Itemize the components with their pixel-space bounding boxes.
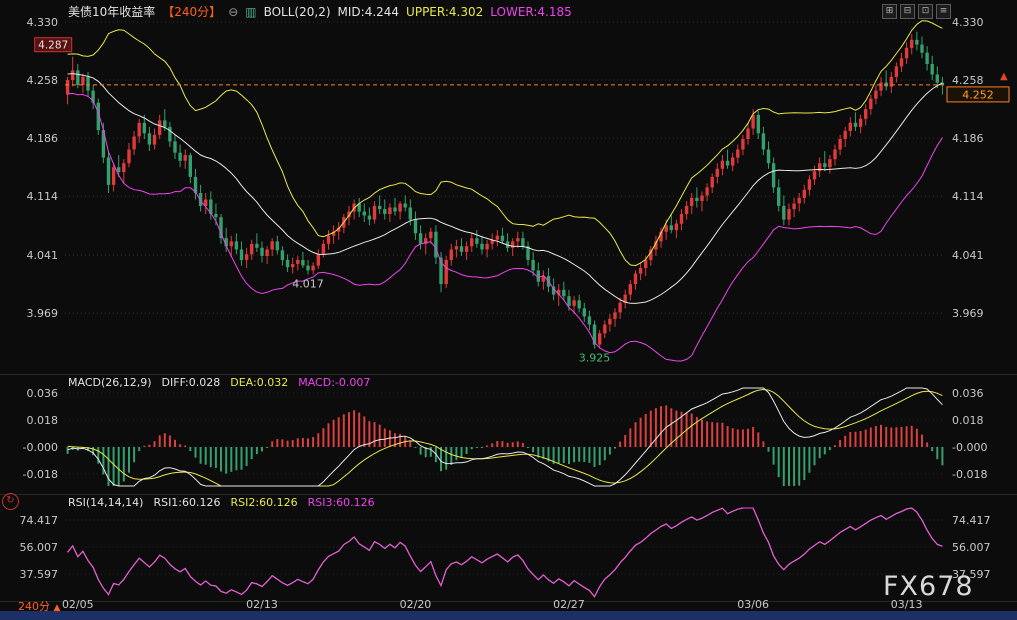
x-axis-label: 02/13 [246,598,278,611]
rsi-params-label: RSI(14,14,14) [68,496,144,509]
x-axis-label: 02/05 [62,598,94,611]
boll-bands [67,20,943,362]
y-axis-label: 0.036 [952,387,984,400]
boll-upper-value: UPPER:4.302 [406,4,484,19]
annotation-plain: 4.017 [292,278,324,291]
macd-lines [67,387,943,487]
y-axis-label: -0.018 [952,468,987,481]
macd-hist-value: MACD:-0.007 [298,376,371,389]
x-axis-label: 02/27 [553,598,585,611]
timeframe-arrow-icon: ▲ [53,603,61,613]
y-axis-label: 56.007 [20,541,59,554]
y-axis-label: 37.597 [952,568,991,581]
y-axis-label: 4.041 [27,249,59,262]
boll-mid-line [67,73,943,304]
fx678-watermark: FX678 [883,571,974,602]
bottom-scrollbar[interactable] [0,611,1017,620]
minus-circle-icon[interactable]: ⊖ [228,4,239,19]
boll-indicator-label: BOLL(20,2) [263,4,331,19]
x-axis-label: 03/06 [737,598,769,611]
boll-mid-value: MID:4.244 [337,4,400,19]
timeframe-indicator[interactable]: 240分 ▲ [18,598,60,614]
y-axis-label: 0.018 [27,414,59,427]
rsi-header: RSI(14,14,14) RSI1:60.126 RSI2:60.126 RS… [68,496,375,509]
rsi1-value: RSI1:60.126 [153,496,221,509]
x-axis-label: 02/20 [400,598,432,611]
list-icon[interactable]: ≡ [936,4,951,19]
indicator-cycle-icon[interactable]: ↻ [2,493,19,510]
period-tag[interactable]: 【240分】 [162,5,222,19]
y-axis-label: 4.330 [952,16,984,29]
main-chart-header: 美债10年收益率 【240分】 ⊖ ▥ BOLL(20,2) MID:4.244… [68,3,572,20]
x-axis-label: 03/13 [891,598,923,611]
y-axis-label: 4.114 [27,190,59,203]
y-axis-label: 4.114 [952,190,984,203]
y-axis-label: 74.417 [20,514,59,527]
price-up-arrow-icon[interactable]: ▲ [1000,71,1008,82]
rsi-lines [67,507,943,598]
axis-labels: 4.330 4.330 4.258 4.258 4.186 4.186 4.114 4.114… [20,16,991,611]
current-price-label: 4.252 [962,88,994,101]
macd-header: MACD(26,12,9) DIFF:0.028 DEA:0.032 MACD:… [68,376,370,389]
annotation-high: 4.287 [38,40,68,52]
panel-separators [0,374,1017,602]
timeframe-label: 240分 [18,600,50,613]
boll-upper-line [67,20,943,267]
macd-dea-value: DEA:0.032 [230,376,289,389]
candle-series [65,31,945,349]
y-axis-label: 4.186 [952,132,984,145]
annotation-low: 3.925 [579,352,611,365]
diff-line [67,387,943,487]
y-axis-label: 0.036 [27,387,59,400]
y-axis-label: 4.041 [952,249,984,262]
current-price-marker: 4.252 [65,84,1010,103]
page-title: 美债10年收益率 [68,5,156,19]
y-axis-label: 3.969 [27,307,59,320]
y-axis-label: 74.417 [952,514,991,527]
boll-lower-line [67,92,943,362]
y-axis-label: 0.018 [952,414,984,427]
grid-lines [65,21,945,575]
y-axis-label: 4.330 [27,16,59,29]
y-axis-label: -0.000 [952,441,987,454]
y-axis-label: 4.258 [952,74,984,87]
candle-style-icon[interactable]: ▥ [245,4,257,19]
y-axis-label: -0.018 [23,468,58,481]
dea-line [67,388,943,487]
layout-icon[interactable]: ⊟ [900,4,915,19]
y-axis-label: 3.969 [952,307,984,320]
y-axis-label: 4.186 [27,132,59,145]
rsi2-value: RSI2:60.126 [230,496,298,509]
window-controls: ⊞ ⊟ ⊡ ≡ [882,4,951,19]
y-axis-label: 37.597 [20,568,59,581]
y-axis-label: 56.007 [952,541,991,554]
macd-diff-value: DIFF:0.028 [161,376,221,389]
rsi3-line [67,507,943,598]
chart-window-icon[interactable]: ⊡ [918,4,933,19]
price-annotations: 4.287 4.017 3.925 [34,37,611,365]
y-axis-label: 4.258 [27,74,59,87]
y-axis-label: -0.000 [23,441,58,454]
rsi3-value: RSI3:60.126 [307,496,375,509]
boll-lower-value: LOWER:4.185 [490,4,572,19]
macd-params-label: MACD(26,12,9) [68,376,152,389]
grid-icon[interactable]: ⊞ [882,4,897,19]
